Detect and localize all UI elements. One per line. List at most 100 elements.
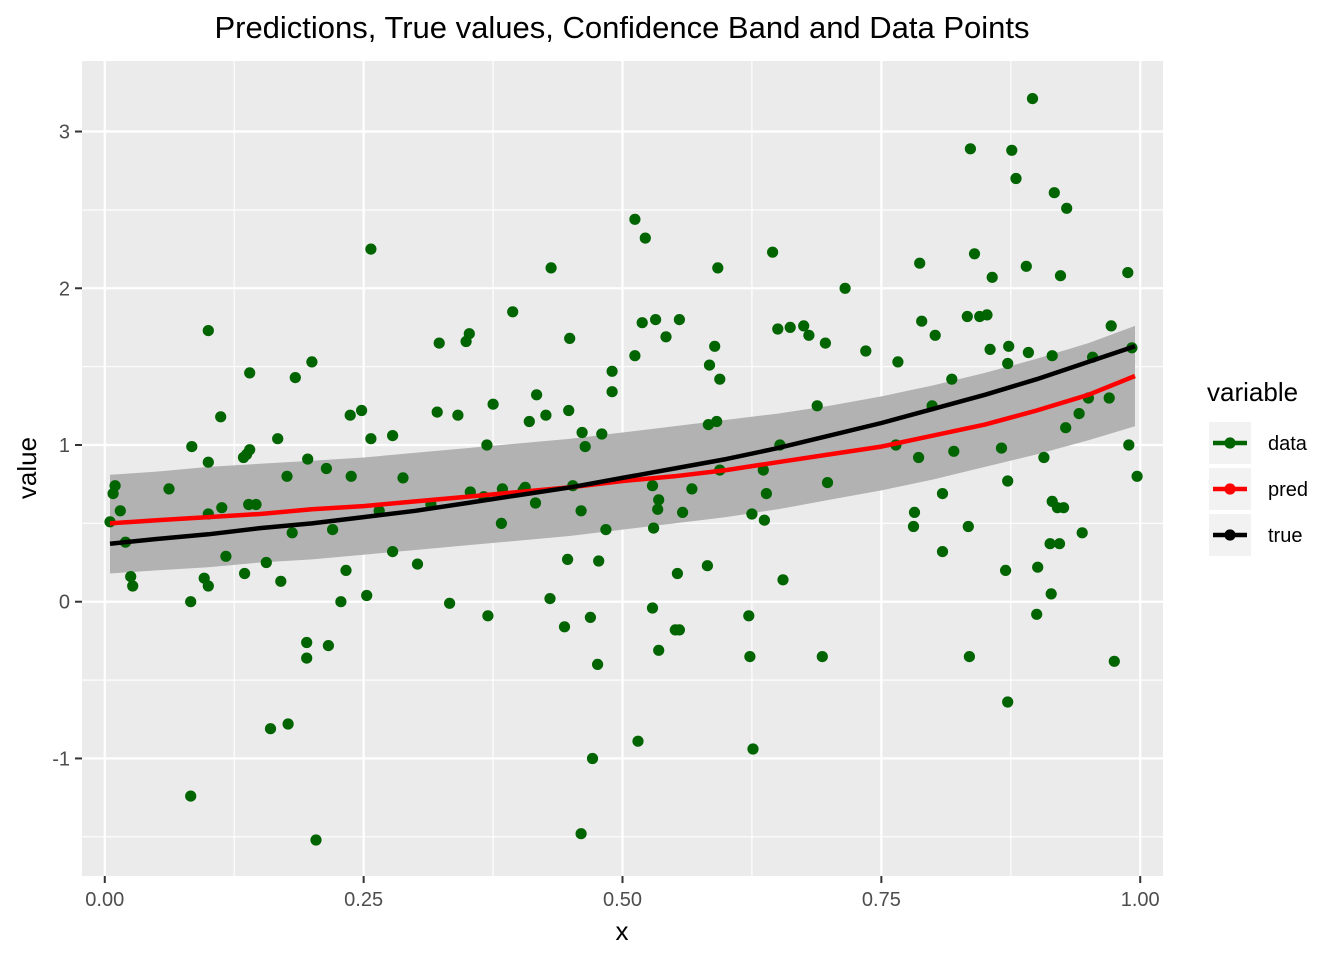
legend-entry-true: true	[1209, 514, 1302, 556]
data-point	[606, 365, 618, 377]
data-point	[562, 553, 574, 566]
y-tick-label: 0	[59, 592, 70, 614]
data-point	[913, 451, 925, 464]
data-point	[356, 404, 368, 417]
data-point	[593, 555, 605, 567]
data-point	[215, 411, 227, 423]
data-point	[660, 331, 672, 343]
data-point	[646, 602, 659, 614]
data-point	[327, 524, 339, 536]
data-point	[431, 406, 443, 418]
data-point	[487, 398, 499, 410]
data-point	[1002, 696, 1014, 708]
data-point	[961, 310, 973, 323]
data-point	[1045, 588, 1057, 600]
data-point	[586, 752, 599, 765]
data-point	[114, 505, 126, 517]
y-tick-label: -1	[52, 748, 70, 770]
data-point	[964, 143, 977, 155]
y-axis-title: value	[12, 437, 42, 499]
data-point	[784, 321, 796, 333]
data-point	[411, 558, 424, 570]
data-point	[686, 483, 698, 495]
data-point	[760, 488, 773, 500]
data-point	[929, 329, 941, 341]
data-point	[963, 651, 976, 663]
legend-entry-data: data	[1209, 422, 1308, 464]
data-point	[1060, 422, 1072, 434]
legend-key-point	[1224, 529, 1236, 541]
data-point	[281, 470, 293, 482]
legend-keys: data pred true	[1209, 422, 1308, 556]
data-point	[1003, 340, 1015, 352]
data-point	[1058, 502, 1070, 514]
legend-label: pred	[1268, 479, 1308, 501]
data-point	[275, 575, 287, 587]
data-point	[821, 477, 834, 489]
data-point	[306, 356, 318, 368]
data-point	[1032, 561, 1044, 573]
plot-panel	[82, 61, 1163, 876]
data-point	[968, 248, 981, 260]
data-point	[1006, 144, 1018, 156]
data-point	[860, 345, 872, 357]
legend-label: data	[1268, 433, 1308, 455]
data-point	[653, 494, 665, 506]
data-point	[495, 517, 507, 530]
x-axis-title: x	[616, 916, 629, 946]
data-point	[1103, 392, 1115, 404]
data-point	[981, 309, 993, 321]
data-point	[1002, 475, 1014, 487]
data-point	[709, 340, 721, 352]
data-point	[1105, 320, 1117, 332]
data-point	[202, 456, 214, 468]
legend-key-point	[1224, 437, 1236, 449]
data-point	[803, 329, 815, 341]
data-point	[387, 546, 399, 558]
data-point	[286, 527, 298, 539]
data-point	[711, 415, 723, 428]
data-point	[892, 356, 904, 368]
data-point	[650, 314, 662, 326]
data-point	[703, 359, 716, 371]
data-point	[310, 834, 322, 846]
data-point	[629, 350, 641, 362]
data-point	[914, 257, 926, 269]
data-point	[301, 636, 313, 649]
data-point	[744, 651, 756, 663]
data-point	[839, 282, 851, 294]
data-point	[652, 503, 664, 515]
data-point	[320, 462, 332, 475]
data-point	[746, 508, 758, 520]
data-point	[1076, 527, 1088, 539]
data-point	[463, 328, 475, 340]
data-point	[648, 522, 660, 534]
data-point	[202, 325, 214, 337]
data-point	[529, 497, 542, 509]
data-point	[747, 743, 759, 755]
data-point	[564, 332, 576, 344]
data-point	[244, 444, 256, 456]
data-point	[962, 520, 974, 533]
data-point	[481, 439, 493, 451]
series-lines	[109, 344, 1136, 546]
x-tick-label: 0.00	[85, 889, 124, 911]
pred-line	[109, 373, 1136, 526]
legend: variable data pred true	[1207, 377, 1308, 556]
data-point	[1031, 608, 1043, 620]
data-point	[482, 610, 494, 622]
data-point	[636, 317, 648, 329]
data-point	[264, 723, 277, 735]
x-tick-label: 1.00	[1121, 889, 1160, 911]
confidence-band-area	[110, 325, 1135, 574]
data-point	[322, 640, 334, 652]
data-point	[558, 621, 571, 633]
data-point	[216, 502, 228, 514]
data-point	[1000, 564, 1012, 577]
data-point	[272, 433, 284, 445]
y-tick-label: 3	[59, 122, 70, 144]
data-point	[444, 597, 456, 609]
data-point	[632, 735, 644, 747]
data-point	[936, 488, 949, 500]
data-point	[1131, 470, 1143, 482]
